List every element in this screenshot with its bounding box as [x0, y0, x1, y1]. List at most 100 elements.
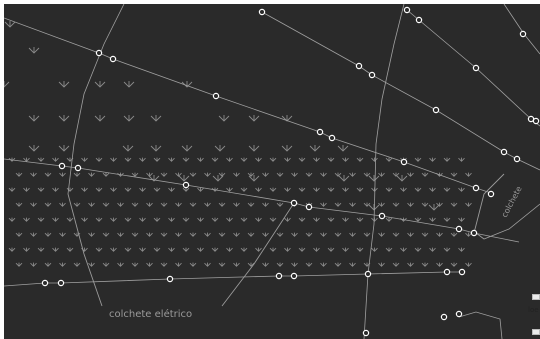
vegetation-mark: [334, 172, 342, 177]
curve-left[interactable]: [67, 4, 125, 195]
vertex-point[interactable]: [290, 272, 298, 280]
vegetation-mark: [110, 217, 117, 222]
vertex-point[interactable]: [472, 64, 480, 72]
side-button-bottom[interactable]: [532, 329, 540, 335]
vegetation-mark: [291, 262, 298, 267]
vegetation-mark: [400, 187, 407, 192]
vertex-point[interactable]: [487, 190, 495, 198]
vertex-point[interactable]: [182, 181, 190, 189]
vegetation-mark: [327, 187, 335, 192]
vertex-point[interactable]: [290, 199, 298, 207]
vertex-point[interactable]: [95, 49, 103, 57]
boundary-line-6[interactable]: [503, 4, 540, 55]
vegetation-mark: [37, 187, 45, 192]
vertex-point[interactable]: [455, 310, 463, 318]
vegetation-mark: [327, 247, 335, 252]
polyline-features[interactable]: [4, 4, 540, 339]
vegetation-mark: [396, 175, 408, 182]
vegetation-mark: [284, 187, 291, 192]
vertex-point[interactable]: [166, 275, 174, 283]
vegetation-mark: [131, 232, 139, 237]
vertex-point[interactable]: [58, 162, 66, 170]
bracket-right[interactable]: [475, 203, 540, 240]
vegetation-mark: [153, 247, 161, 252]
vegetation-mark: [421, 262, 429, 267]
boundary-line-4[interactable]: [261, 11, 540, 171]
vegetation-mark: [94, 115, 106, 122]
vertex-point[interactable]: [212, 92, 220, 100]
vegetation-mark: [378, 262, 385, 267]
vertex-point[interactable]: [41, 279, 49, 287]
vertex-point[interactable]: [109, 55, 117, 63]
vegetation-mark: [465, 262, 472, 267]
vegetation-mark: [429, 247, 436, 252]
vegetation-mark: [189, 262, 197, 267]
vegetation-mark: [37, 157, 45, 162]
vertex-point[interactable]: [275, 272, 283, 280]
vertex-point[interactable]: [432, 106, 440, 114]
vegetation-mark: [247, 262, 255, 267]
vegetation-mark: [30, 262, 37, 267]
vertex-markers[interactable]: [41, 6, 540, 337]
boundary-line-3[interactable]: [4, 271, 462, 287]
vertex-point[interactable]: [500, 148, 508, 156]
vegetation-mark: [58, 145, 70, 152]
vertex-point[interactable]: [458, 268, 466, 276]
vegetation-mark: [313, 247, 320, 252]
curve-right[interactable]: [363, 4, 405, 339]
vertex-point[interactable]: [258, 8, 266, 16]
vertex-point[interactable]: [443, 268, 451, 276]
vegetation-mark: [226, 247, 233, 252]
vegetation-mark: [407, 172, 414, 177]
vegetation-mark: [356, 217, 364, 222]
bracket-lower[interactable]: [458, 311, 503, 339]
vegetation-mark: [284, 217, 291, 222]
vertex-point[interactable]: [513, 155, 521, 163]
vegetation-mark: [320, 202, 327, 207]
vertex-point[interactable]: [364, 270, 372, 278]
vegetation-mark: [281, 145, 293, 152]
vegetation-mark: [421, 172, 429, 177]
vegetation-mark: [363, 172, 371, 177]
vegetation-mark: [52, 247, 59, 252]
map-drawing[interactable]: colchete elétrico colchete: [4, 4, 540, 339]
map-canvas[interactable]: colchete elétrico colchete: [4, 4, 540, 339]
vertex-point[interactable]: [355, 62, 363, 70]
vertex-point[interactable]: [74, 164, 82, 172]
vertex-point[interactable]: [328, 134, 336, 142]
vegetation-mark: [313, 217, 320, 222]
vertex-point[interactable]: [57, 279, 65, 287]
vegetation-mark: [146, 172, 153, 177]
vertex-point[interactable]: [362, 329, 370, 337]
vegetation-mark: [131, 202, 139, 207]
vegetation-mark: [255, 187, 262, 192]
vertex-point[interactable]: [316, 128, 324, 136]
vertex-point[interactable]: [368, 71, 376, 79]
vertex-point[interactable]: [519, 30, 527, 38]
vegetation-mark: [334, 262, 342, 267]
vegetation-mark: [131, 262, 139, 267]
vegetation-mark: [262, 202, 269, 207]
vertex-point[interactable]: [472, 184, 480, 192]
vegetation-mark: [30, 172, 37, 177]
vegetation-mark: [262, 172, 269, 177]
vegetation-mark: [305, 232, 313, 237]
vegetation-mark: [414, 247, 422, 252]
vegetation-mark: [371, 157, 378, 162]
vertex-point[interactable]: [305, 203, 313, 211]
vertex-point[interactable]: [532, 117, 540, 125]
vegetation-mark: [356, 187, 364, 192]
vegetation-mark: [160, 232, 168, 237]
vertex-point[interactable]: [415, 16, 423, 24]
vegetation-mark: [392, 202, 400, 207]
side-button-top[interactable]: [532, 294, 540, 300]
vegetation-marks: [4, 21, 472, 267]
vegetation-mark: [240, 217, 248, 222]
vertex-point[interactable]: [378, 212, 386, 220]
boundary-line-2[interactable]: [4, 158, 520, 243]
vertex-point[interactable]: [470, 229, 478, 237]
vertex-point[interactable]: [455, 225, 463, 233]
vertex-point[interactable]: [403, 6, 411, 14]
vertex-point[interactable]: [400, 158, 408, 166]
vertex-point[interactable]: [440, 313, 448, 321]
